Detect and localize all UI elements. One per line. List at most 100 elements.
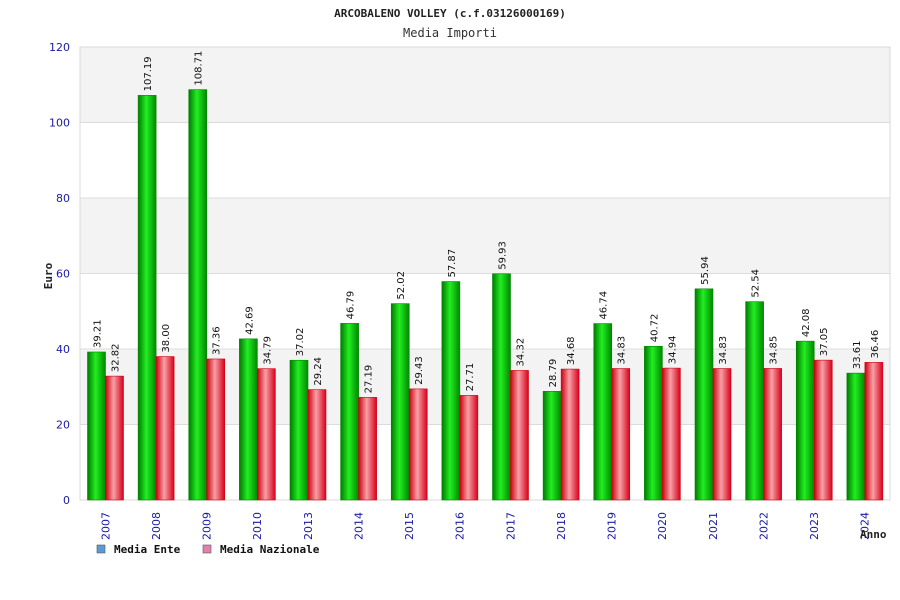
bar-value-label: 55.94 xyxy=(700,256,711,285)
bar-media-nazionale xyxy=(662,367,681,501)
bar-media-ente xyxy=(745,301,764,501)
bar-value-label: 34.32 xyxy=(516,338,527,367)
y-tick-label: 100 xyxy=(49,117,70,130)
y-axis: 0 20 40 60 80 100 120 xyxy=(49,41,70,507)
bar-media-nazionale xyxy=(712,368,732,501)
bar-value-label: 38.00 xyxy=(161,324,172,353)
bar-value-label: 52.54 xyxy=(751,269,762,298)
y-tick-label: 0 xyxy=(63,494,70,507)
bar-media-ente xyxy=(846,372,866,501)
bar-media-ente xyxy=(441,281,461,501)
x-tick-label: 2024 xyxy=(859,512,872,540)
x-tick-label: 2010 xyxy=(251,512,264,540)
y-tick-label: 20 xyxy=(56,419,70,432)
grid-band xyxy=(80,198,890,274)
bar-value-label: 36.46 xyxy=(870,330,881,359)
bar-value-label: 108.71 xyxy=(194,51,205,86)
x-axis: 2007 2008 2009 2010 2013 2014 2015 2016 2017 2018… xyxy=(99,512,871,540)
bar-value-label: 34.68 xyxy=(566,336,577,365)
bar-media-nazionale xyxy=(864,362,884,501)
x-axis-label: Anno xyxy=(860,528,887,541)
x-tick-label: 2022 xyxy=(757,512,770,540)
bar-value-label: 52.02 xyxy=(396,271,407,300)
y-tick-label: 40 xyxy=(56,343,70,356)
bar-media-nazionale xyxy=(763,368,782,501)
x-tick-label: 2013 xyxy=(302,512,315,540)
bar-value-label: 57.87 xyxy=(447,249,458,278)
bar-media-nazionale xyxy=(408,388,428,501)
bar-value-label: 42.69 xyxy=(244,306,255,335)
y-tick-label: 120 xyxy=(49,41,70,54)
bar-value-label: 40.72 xyxy=(649,314,660,343)
x-tick-label: 2023 xyxy=(808,512,821,540)
bar-value-label: 27.19 xyxy=(364,365,375,394)
x-tick-label: 2014 xyxy=(352,512,365,540)
bar-media-ente xyxy=(188,89,208,501)
bar-media-nazionale xyxy=(206,358,226,501)
bar-media-nazionale xyxy=(257,368,276,501)
x-tick-label: 2017 xyxy=(504,512,517,540)
bar-value-label: 28.79 xyxy=(548,359,559,388)
bar-value-label: 39.21 xyxy=(93,319,104,348)
bar-value-label: 37.05 xyxy=(819,327,830,356)
bar-media-ente xyxy=(390,303,410,501)
grid-band xyxy=(80,122,890,198)
bar-media-ente xyxy=(644,345,663,501)
bar-media-nazionale xyxy=(611,368,631,501)
legend-label: Media Nazionale xyxy=(220,543,320,556)
bar-media-ente xyxy=(492,273,511,501)
bar-media-nazionale xyxy=(459,395,479,501)
bars-group: 39.21 32.82 107.19 38.00 108.71 37.36 42.69 34.… xyxy=(87,51,884,501)
bar-media-nazionale xyxy=(560,368,580,501)
bar-media-ente xyxy=(694,288,714,501)
x-tick-label: 2021 xyxy=(707,512,720,540)
bar-value-label: 46.74 xyxy=(599,291,610,320)
x-tick-label: 2015 xyxy=(403,512,416,540)
grid-band xyxy=(80,47,890,123)
bar-media-nazionale xyxy=(813,359,833,501)
bar-media-ente xyxy=(87,351,106,501)
y-tick-label: 80 xyxy=(56,192,70,205)
bar-value-label: 34.83 xyxy=(617,336,628,365)
bar-value-label: 32.82 xyxy=(111,343,122,372)
bar-value-label: 33.61 xyxy=(852,340,863,369)
bar-value-label: 34.83 xyxy=(718,336,729,365)
bar-media-ente xyxy=(593,323,613,501)
bar-value-label: 29.43 xyxy=(414,356,425,385)
y-axis-label: Euro xyxy=(42,262,55,289)
legend-swatch xyxy=(96,544,106,554)
bar-value-label: 46.79 xyxy=(346,291,357,320)
bar-value-label: 37.36 xyxy=(212,326,223,355)
legend: Media Ente Media Nazionale xyxy=(96,543,320,556)
bar-value-label: 34.79 xyxy=(262,336,273,365)
bar-media-nazionale xyxy=(155,356,175,501)
bar-value-label: 34.94 xyxy=(667,335,678,364)
chart-title: ARCOBALENO VOLLEY (c.f.03126000169) xyxy=(334,7,566,20)
bar-media-ente xyxy=(137,95,157,501)
bar-media-ente xyxy=(795,340,815,501)
x-tick-label: 2009 xyxy=(201,512,214,540)
x-tick-label: 2018 xyxy=(555,512,568,540)
bar-value-label: 59.93 xyxy=(498,241,509,270)
bar-media-nazionale xyxy=(105,375,124,501)
x-tick-label: 2007 xyxy=(99,512,112,540)
bar-value-label: 27.71 xyxy=(465,363,476,392)
legend-swatch xyxy=(202,544,212,554)
bar-media-nazionale xyxy=(358,397,377,501)
bar-media-nazionale xyxy=(307,389,327,501)
x-tick-label: 2019 xyxy=(606,512,619,540)
x-tick-label: 2008 xyxy=(150,512,163,540)
bar-media-ente xyxy=(289,359,309,501)
x-tick-label: 2020 xyxy=(656,512,669,540)
bar-value-label: 29.24 xyxy=(313,357,324,386)
bar-media-nazionale xyxy=(510,370,529,501)
x-tick-label: 2016 xyxy=(454,512,467,540)
bar-media-ente xyxy=(542,391,562,501)
bar-media-ente xyxy=(239,338,258,501)
chart-subtitle: Media Importi xyxy=(403,26,497,40)
bar-value-label: 107.19 xyxy=(143,56,154,91)
plot-border xyxy=(79,46,891,501)
bar-value-label: 37.02 xyxy=(295,328,306,357)
y-tick-label: 60 xyxy=(56,268,70,281)
